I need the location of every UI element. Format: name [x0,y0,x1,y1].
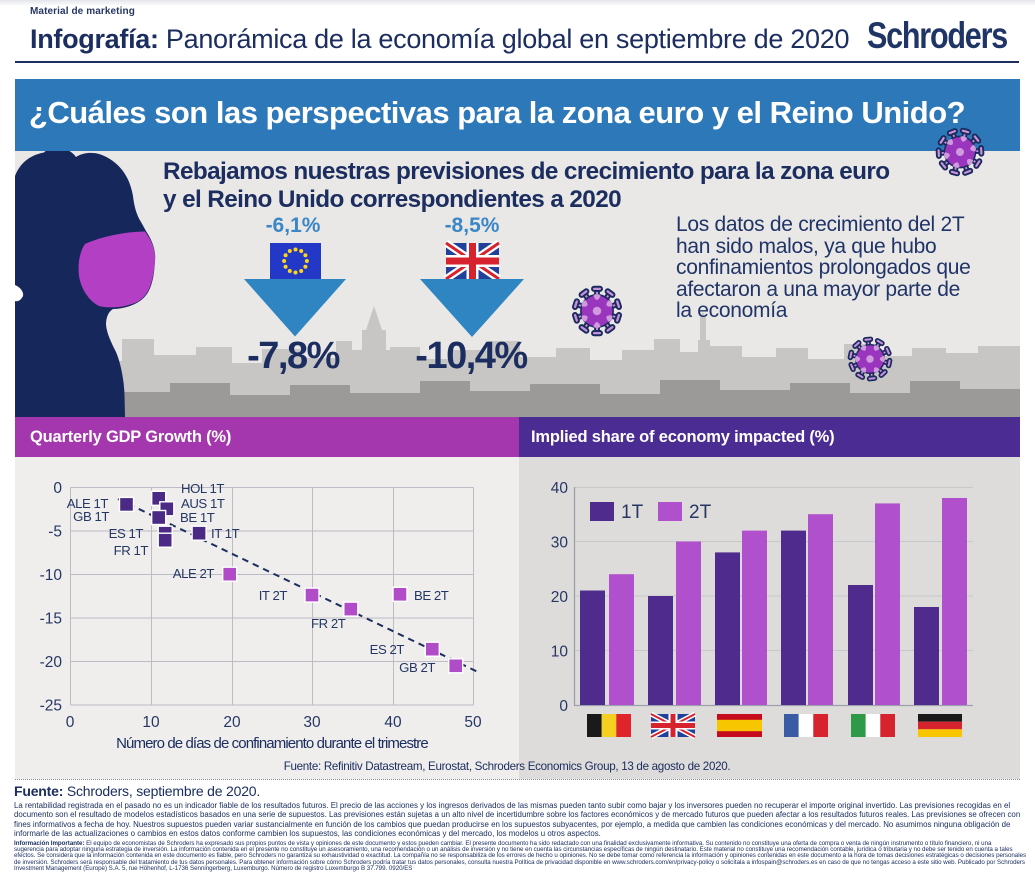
svg-text:20: 20 [551,589,569,606]
svg-text:20: 20 [223,714,241,731]
svg-text:-25: -25 [40,698,62,715]
svg-text:0: 0 [559,698,568,715]
svg-text:IT 1T: IT 1T [211,526,240,541]
svg-text:GB 2T: GB 2T [399,660,435,675]
svg-text:BE 1T: BE 1T [180,510,215,525]
svg-text:BE 2T: BE 2T [414,588,449,603]
svg-text:40: 40 [384,714,402,731]
svg-text:10: 10 [551,644,569,661]
svg-text:-10: -10 [40,567,63,584]
svg-text:40: 40 [551,480,569,497]
svg-text:ALE 2T: ALE 2T [173,566,215,581]
svg-text:-5: -5 [48,524,62,541]
svg-text:30: 30 [303,714,321,731]
svg-text:FR 1T: FR 1T [114,543,149,558]
svg-text:HOL 1T: HOL 1T [181,481,224,496]
svg-text:Número de días de confinamient: Número de días de confinamiento durante … [116,735,428,752]
svg-text:-20: -20 [40,654,63,671]
svg-text:50: 50 [464,714,482,731]
svg-text:10: 10 [142,714,160,731]
svg-text:AUS 1T: AUS 1T [181,496,225,511]
svg-text:ES 1T: ES 1T [109,526,144,541]
svg-text:ALE 1T: ALE 1T [67,496,109,511]
svg-text:0: 0 [53,480,62,497]
svg-text:2T: 2T [689,502,712,523]
svg-text:0: 0 [66,714,75,731]
svg-text:30: 30 [551,535,569,552]
svg-text:1T: 1T [621,502,644,523]
svg-text:ES 2T: ES 2T [370,642,405,657]
svg-text:-15: -15 [40,611,62,628]
svg-text:IT 2T: IT 2T [259,588,288,603]
svg-text:GB 1T: GB 1T [73,509,109,524]
svg-text:FR 2T: FR 2T [311,616,346,631]
